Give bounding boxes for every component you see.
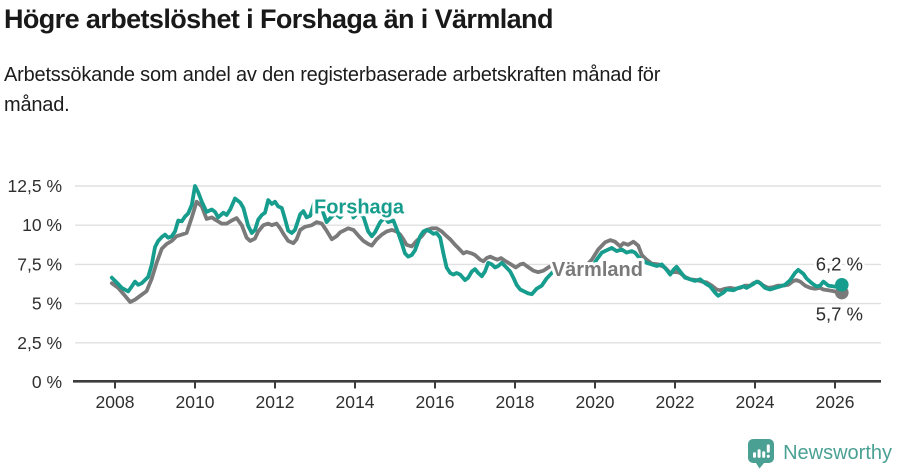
newsworthy-wordmark: Newsworthy	[783, 442, 892, 464]
x-tick-label: 2022	[656, 392, 695, 412]
y-tick-label: 10 %	[22, 215, 62, 235]
x-tick-label: 2020	[576, 392, 615, 412]
data-series	[109, 184, 844, 304]
series-inline-labels: Forshaga Värmland 6,2 % 5,7 %	[311, 193, 866, 327]
y-axis-labels: 12,5 % 10 % 7,5 % 5 % 2,5 % 0 %	[8, 176, 62, 392]
series-label-forshaga: Forshaga	[314, 196, 405, 218]
x-tick-label: 2018	[496, 392, 535, 412]
page-title: Högre arbetslöshet i Forshaga än i Värml…	[4, 4, 553, 34]
y-tick-label: 5 %	[32, 294, 62, 314]
chart-subtitle: Arbetssökande som andel av den registerb…	[4, 64, 661, 116]
x-tick-label: 2010	[176, 392, 215, 412]
x-axis: 2008 2010 2012 2014 2016 2018 2020 2022 2024 2026	[73, 379, 881, 412]
x-tick-label: 2012	[256, 392, 295, 412]
x-tick-label: 2014	[336, 392, 375, 412]
värmland-line	[109, 199, 844, 304]
end-value-label: 5,7 %	[816, 304, 863, 325]
y-tick-label: 2,5 %	[17, 333, 62, 353]
x-tick-label: 2024	[736, 392, 775, 412]
y-tick-label: 7,5 %	[17, 254, 62, 274]
y-tick-label: 12,5 %	[8, 176, 62, 196]
x-tick-label: 2016	[416, 392, 455, 412]
forshaga-end-dot	[835, 277, 849, 292]
x-tick-label: 2008	[96, 392, 135, 412]
forshaga-line	[109, 184, 844, 298]
x-tick-label: 2026	[816, 392, 855, 412]
gridlines	[75, 185, 881, 344]
newsworthy-speech-bubble-bar-chart-icon	[748, 439, 775, 469]
series-label-värmland: Värmland	[552, 259, 643, 281]
series-end-dots	[835, 277, 849, 300]
y-tick-label: 0 %	[32, 372, 62, 392]
end-value-label: 6,2 %	[816, 253, 863, 274]
newsworthy-brand-link[interactable]: Newsworthy	[747, 438, 892, 469]
